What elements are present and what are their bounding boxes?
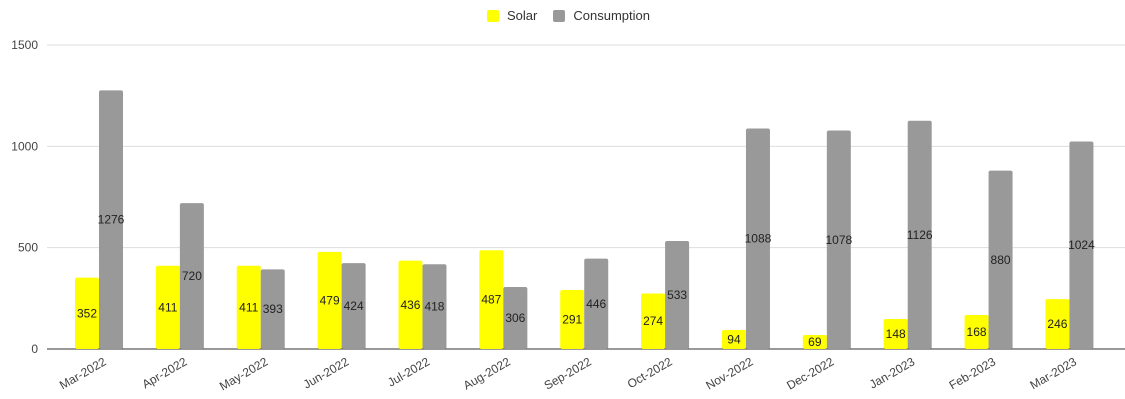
bar-consumption [988,170,1013,349]
y-tick-label: 1000 [11,139,38,153]
bar-consumption [584,258,609,349]
legend-swatch-consumption [553,9,566,22]
bar-solar [317,251,342,349]
data-label-solar: 352 [77,306,97,320]
x-tick-label: Sep-2022 [542,354,594,392]
data-label-consumption: 1024 [1068,238,1095,252]
bar-consumption [179,203,204,349]
data-label-solar: 479 [320,293,340,307]
x-tick-label: Aug-2022 [461,354,513,392]
bar-consumption [99,90,123,349]
data-label-consumption: 720 [182,269,202,283]
legend-swatch-solar [487,9,499,22]
y-tick-label: 1500 [11,38,38,52]
bar-solar [479,250,504,349]
bar-consumption [665,240,690,349]
data-label-solar: 148 [886,327,906,341]
x-tick-label: May-2022 [217,354,270,393]
bar-consumption [341,263,366,349]
data-label-solar: 168 [967,325,987,339]
data-label-solar: 411 [158,300,177,314]
x-tick-label: Jun-2022 [301,354,352,391]
bar-solar [560,290,585,349]
bar-solar [398,260,423,349]
bar-solar [883,319,908,349]
data-label-consumption: 1088 [745,232,772,246]
data-label-solar: 94 [727,332,741,346]
data-label-solar: 436 [400,298,420,312]
data-label-solar: 69 [808,335,822,349]
bar-consumption [826,130,851,349]
bar-consumption [422,264,447,349]
y-tick-label: 0 [31,342,38,356]
x-tick-label: Dec-2022 [784,354,836,392]
x-tick-label: Apr-2022 [140,354,190,391]
x-tick-label: Oct-2022 [625,354,675,391]
x-tick-label: Jan-2023 [867,354,918,391]
bar-solar [802,335,827,349]
chart-legend: Solar Consumption [487,8,666,23]
bar-solar [1045,299,1070,349]
legend-item-consumption[interactable]: Consumption [553,8,650,23]
data-label-consumption: 880 [991,253,1011,267]
legend-item-solar[interactable]: Solar [487,8,537,23]
bar-solar [641,293,666,349]
legend-label-solar: Solar [507,8,538,23]
data-label-consumption: 533 [667,288,687,302]
data-label-solar: 487 [481,293,501,307]
bar-solar [964,314,989,349]
data-label-consumption: 393 [263,302,283,316]
legend-label-consumption: Consumption [573,8,650,23]
bar-solar [155,265,180,349]
y-tick-label: 500 [18,241,38,255]
data-label-consumption: 418 [424,300,444,314]
bar-consumption [907,120,932,349]
x-tick-label: Mar-2022 [57,354,109,392]
data-label-consumption: 1126 [907,228,933,242]
bar-solar [75,277,99,349]
data-label-consumption: 1276 [98,213,125,227]
data-label-solar: 274 [643,314,663,328]
bar-solar [236,265,261,349]
data-label-solar: 246 [1047,317,1067,331]
data-label-consumption: 1078 [825,233,852,247]
bar-consumption [745,128,770,349]
x-tick-label: Jul-2022 [385,354,432,389]
data-label-consumption: 424 [344,299,364,313]
bar-consumption [503,286,528,349]
bar-solar [721,329,746,349]
data-label-consumption: 306 [505,311,525,325]
x-tick-label: Feb-2023 [947,354,999,392]
bar-consumption [260,269,285,349]
data-label-solar: 291 [562,313,582,327]
x-tick-label: Nov-2022 [703,354,755,392]
x-tick-label: Mar-2023 [1027,354,1079,392]
data-label-consumption: 446 [586,297,606,311]
data-label-solar: 411 [239,300,258,314]
bar-consumption [1069,141,1094,349]
